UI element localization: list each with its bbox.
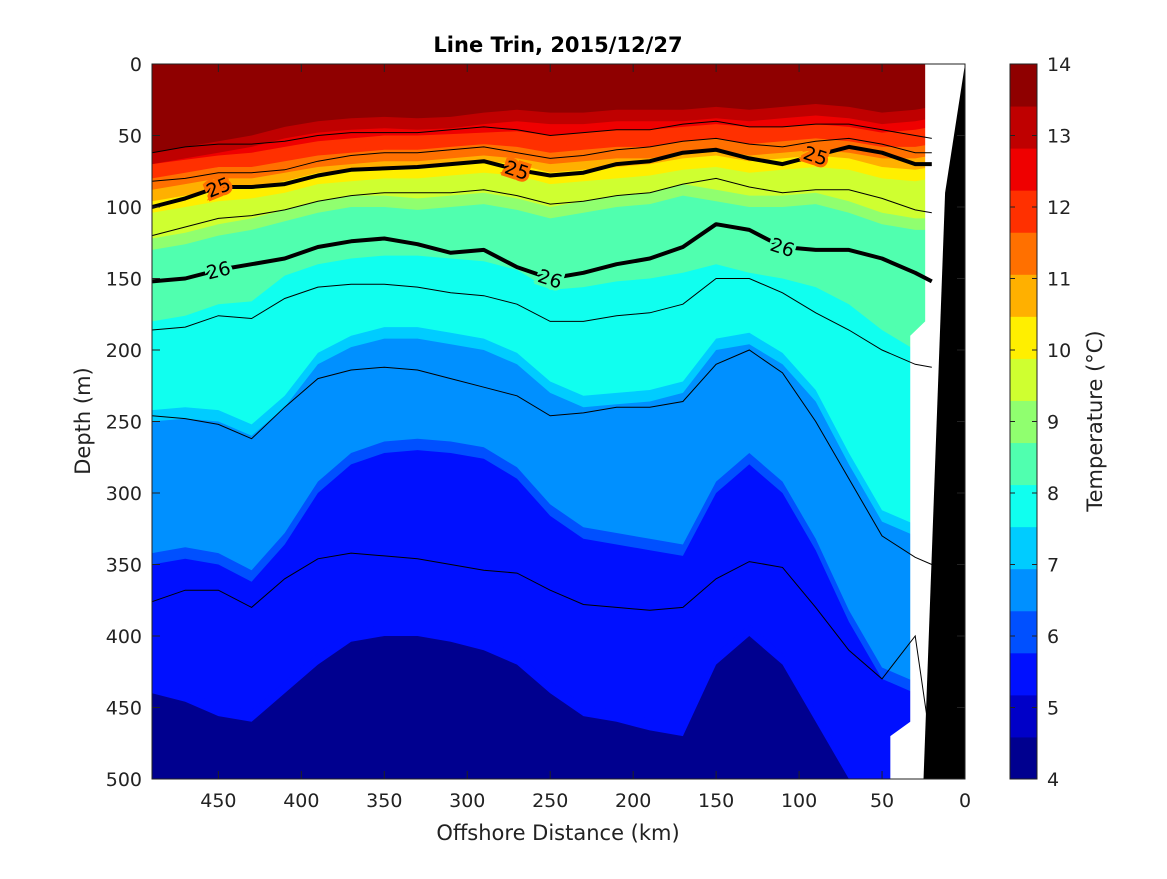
colorbar-swatch (1010, 64, 1037, 107)
x-tick-label: 400 (283, 790, 319, 812)
colorbar-swatch (1010, 232, 1037, 275)
colorbar-tick-label: 12 (1047, 197, 1071, 219)
y-tick-label: 100 (106, 197, 142, 219)
x-tick-label: 250 (532, 790, 568, 812)
y-tick-label: 450 (106, 698, 142, 720)
colorbar-swatch (1010, 610, 1037, 654)
thin-contour-line (151, 349, 932, 565)
colorbar-tick-label: 10 (1047, 340, 1071, 362)
colorbar-swatch (1010, 190, 1037, 233)
colorbar-tick-label: 11 (1047, 269, 1071, 291)
isopycnal-line-26 (151, 222, 933, 284)
thin-contour-line (151, 278, 932, 368)
thin-contour-line (151, 177, 932, 237)
colorbar-tick-label: 6 (1047, 626, 1059, 648)
colorbar-swatch (1010, 694, 1037, 738)
x-tick-label: 100 (781, 790, 817, 812)
x-tick-label: 350 (366, 790, 402, 812)
colorbar-swatch (1010, 358, 1037, 401)
thin-contour-line (151, 552, 933, 751)
colorbar-swatch (1010, 274, 1037, 317)
chart-title: Line Trin, 2015/12/27 (433, 33, 682, 57)
colorbar-tick-label: 9 (1047, 412, 1059, 434)
colorbar-swatch (1010, 106, 1037, 149)
temperature-band-13-upper (152, 64, 965, 153)
land-mask (923, 64, 965, 779)
x-tick-label: 300 (449, 790, 485, 812)
colorbar-label: Temperature (°C) (1083, 330, 1107, 512)
colorbar-swatch (1010, 736, 1037, 780)
x-tick-label: 200 (615, 790, 651, 812)
x-tick-label: 50 (870, 790, 894, 812)
y-tick-label: 50 (118, 126, 142, 148)
y-tick-label: 200 (106, 340, 142, 362)
axes: 450 400 350 300 250 200 150 100 50 00501001502002… (106, 54, 971, 812)
y-tick-label: 350 (106, 555, 142, 577)
y-tick-label: 400 (106, 626, 142, 648)
y-tick-label: 0 (130, 54, 142, 76)
y-axis-label: Depth (m) (71, 367, 95, 474)
thin-contour-line (151, 137, 932, 182)
colorbar-tick-label: 4 (1047, 769, 1059, 791)
colorbar-swatch (1010, 568, 1037, 612)
colorbar-tick-label: 13 (1047, 126, 1071, 148)
x-tick-label: 0 (959, 790, 971, 812)
colorbar-swatch (1010, 148, 1037, 191)
x-axis-label: Offshore Distance (km) (436, 821, 679, 845)
isopycnal-line-25 (151, 144, 932, 209)
y-tick-label: 250 (106, 412, 142, 434)
x-tick-label: 450 (200, 790, 236, 812)
colorbar-swatch (1010, 652, 1037, 696)
y-tick-label: 150 (106, 269, 142, 291)
colorbar-tick-label: 14 (1047, 54, 1071, 76)
colorbar-swatch (1010, 484, 1037, 528)
colorbar-swatch (1010, 442, 1037, 486)
colorbar-tick-label: 8 (1047, 483, 1059, 505)
colorbar-tick-label: 7 (1047, 555, 1059, 577)
colorbar-swatch (1010, 316, 1037, 359)
y-tick-label: 500 (106, 769, 142, 791)
colorbar-tick-label: 5 (1047, 698, 1059, 720)
y-tick-label: 300 (106, 483, 142, 505)
colorbar: 4 5 6 7 8 9 10 11 12 13 14 (1009, 54, 1071, 791)
colorbar-swatch (1010, 526, 1037, 570)
x-tick-label: 150 (698, 790, 734, 812)
thin-contour-line (151, 120, 932, 154)
